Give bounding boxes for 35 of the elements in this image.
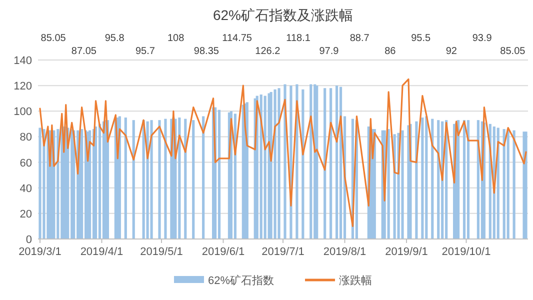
text: 93.9 — [472, 33, 492, 44]
text: 95.7 — [135, 46, 156, 57]
text: 86 — [384, 46, 396, 57]
x-tick-label: 2019/6/1 — [202, 246, 245, 258]
text: 118.1 — [286, 33, 311, 44]
text: 85.05 — [500, 46, 526, 57]
text: 114.75 — [222, 33, 252, 44]
text: 87.05 — [71, 46, 97, 57]
x-tick-label: 2019/4/1 — [80, 246, 124, 258]
text: 97.9 — [319, 46, 340, 57]
text: 126.2 — [255, 46, 281, 57]
x-tick-label: 2019/8/1 — [323, 246, 366, 258]
y-tick-label: 140 — [14, 55, 32, 67]
chart-title: 62%矿石指数及涨跌幅 — [212, 7, 354, 23]
text: 98.35 — [194, 46, 220, 57]
y-tick-label: 100 — [14, 106, 32, 118]
y-tick-label: 60 — [20, 157, 32, 170]
text: 108 — [167, 33, 185, 44]
legend-label: 62%矿石指数 — [208, 274, 274, 287]
text: 95.5 — [411, 33, 431, 44]
x-tick-label: 2019/5/1 — [140, 246, 183, 258]
text: 95.8 — [104, 33, 125, 44]
x-tick-label: 2019/10/1 — [442, 246, 491, 258]
y-tick-label: 80 — [20, 132, 32, 144]
legend-label: 涨跌幅 — [339, 275, 372, 287]
x-tick-label: 2019/9/1 — [385, 246, 428, 258]
x-tick-label: 2019/3/1 — [18, 246, 62, 258]
text: 88.7 — [350, 33, 370, 44]
y-tick-label: 40 — [20, 182, 32, 195]
y-tick-label: 0 — [26, 234, 32, 246]
text: 85.05 — [40, 33, 66, 44]
x-tick-label: 2019/7/1 — [262, 246, 304, 258]
y-tick-label: 20 — [20, 208, 32, 220]
text: 92 — [446, 46, 458, 57]
y-tick-label: 120 — [14, 80, 32, 93]
